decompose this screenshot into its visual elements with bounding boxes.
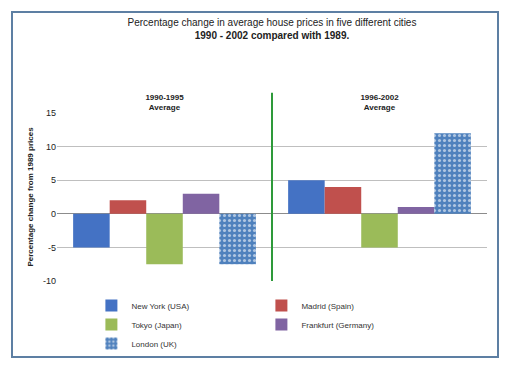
svg-text:Frankfurt (Germany): Frankfurt (Germany)	[301, 321, 374, 330]
svg-text:1996-2002Average: 1996-2002Average	[360, 93, 399, 112]
svg-text:-10: -10	[43, 276, 56, 286]
svg-text:Tokyo (Japan): Tokyo (Japan)	[131, 321, 182, 330]
svg-text:Percentage change in average h: Percentage change in average house price…	[128, 17, 417, 41]
svg-text:15: 15	[46, 108, 56, 118]
svg-text:Madrid (Spain): Madrid (Spain)	[301, 302, 354, 311]
svg-text:0: 0	[51, 209, 56, 219]
svg-text:New York (USA): New York (USA)	[131, 302, 189, 311]
svg-text:-5: -5	[48, 243, 56, 253]
svg-text:Percentage change from 1989 pr: Percentage change from 1989 prices	[26, 127, 35, 267]
svg-text:5: 5	[51, 175, 56, 185]
svg-text:London (UK): London (UK)	[131, 340, 177, 349]
svg-text:10: 10	[46, 142, 56, 152]
svg-text:1990-1995Average: 1990-1995Average	[145, 93, 184, 112]
